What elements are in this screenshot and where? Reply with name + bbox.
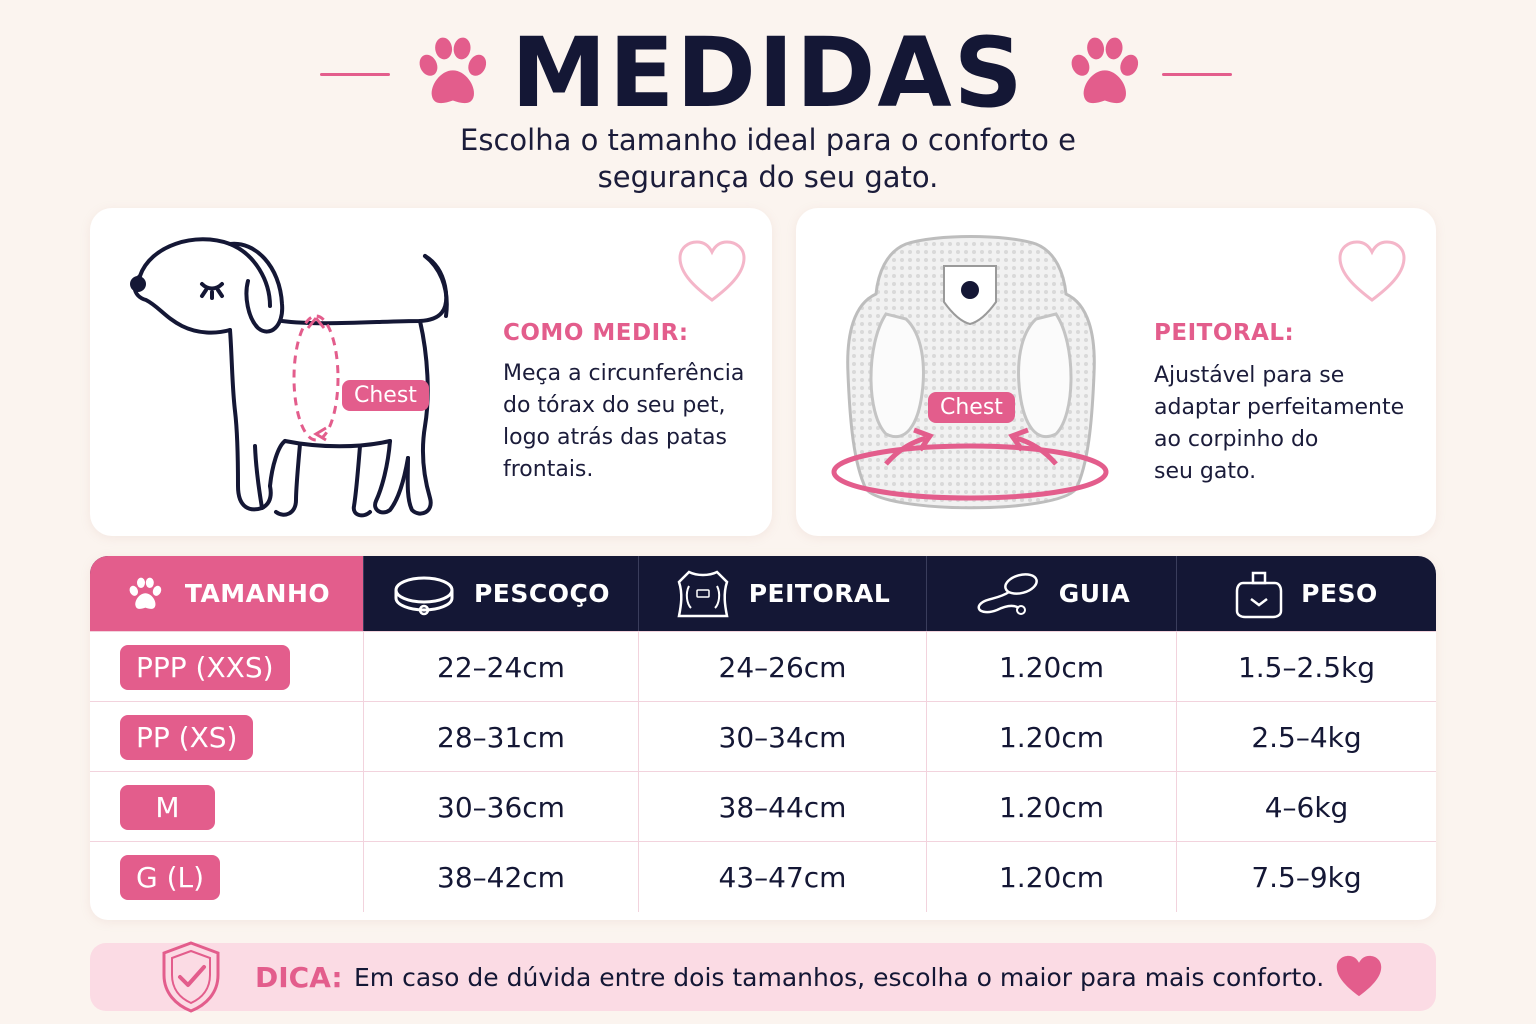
chest-tag: Chest [928, 392, 1015, 423]
harness-illustration [831, 235, 1109, 510]
how-to-measure-card: Chest COMO MEDIR: Meça a circunferência … [90, 208, 772, 536]
table-row: PP (XS) 28–31cm 30–34cm 1.20cm 2.5–4kg [90, 701, 1436, 772]
harness-card: Chest PEITORAL: Ajustável para se adapta… [796, 208, 1436, 536]
column-header-label: PESO [1301, 579, 1378, 608]
how-to-measure-text: Meça a circunferência do tórax do seu pe… [503, 358, 763, 486]
harness-text: Ajustável para se adaptar perfeitamente … [1154, 360, 1424, 488]
paw-icon [1071, 37, 1139, 104]
column-header-leash: GUIA [926, 556, 1176, 631]
harness-icon [677, 569, 729, 617]
text-line: Ajustável para se [1154, 363, 1345, 388]
weight-cell: 1.5–2.5kg [1176, 632, 1436, 702]
header: MEDIDAS Escolha o tamanho ideal para o c… [0, 0, 1536, 200]
dog-illustration [130, 237, 449, 518]
size-cell: G (L) [90, 842, 363, 912]
shield-check-icon [162, 941, 220, 1013]
size-table: TAMANHO PESCOÇO PEITORAL GUIA [90, 556, 1436, 920]
text-line: ao corpinho do [1154, 427, 1319, 452]
collar-icon [394, 576, 454, 615]
heart-icon [1336, 955, 1382, 997]
table-row: PPP (XXS) 22–24cm 24–26cm 1.20cm 1.5–2.5… [90, 631, 1436, 702]
weight-cell: 7.5–9kg [1176, 842, 1436, 912]
tip-label: DICA: [255, 961, 343, 994]
column-header-label: GUIA [1058, 579, 1131, 608]
column-header-label: PESCOÇO [473, 579, 611, 608]
weight-icon [1235, 571, 1283, 618]
chest-cell: 30–34cm [638, 702, 926, 772]
leash-cell: 1.20cm [926, 772, 1176, 842]
leash-cell: 1.20cm [926, 842, 1176, 912]
weight-cell: 2.5–4kg [1176, 702, 1436, 772]
column-header-weight: PESO [1176, 556, 1436, 631]
tip-text: Em caso de dúvida entre dois tamanhos, e… [354, 963, 1325, 992]
table-row: G (L) 38–42cm 43–47cm 1.20cm 7.5–9kg [90, 841, 1436, 912]
size-cell: PP (XS) [90, 702, 363, 772]
column-header-chest: PEITORAL [638, 556, 926, 631]
size-badge: M [120, 784, 215, 830]
column-header-label: TAMANHO [184, 579, 331, 608]
size-cell: M [90, 772, 363, 842]
text-line: logo atrás das patas [503, 425, 727, 450]
text-line: seu gato. [1154, 459, 1257, 484]
harness-heading: PEITORAL: [1154, 320, 1295, 346]
text-line: Meça a circunferência [503, 361, 745, 386]
size-badge: PPP (XXS) [120, 644, 290, 690]
weight-cell: 4–6kg [1176, 772, 1436, 842]
leash-cell: 1.20cm [926, 702, 1176, 772]
paw-icon [129, 577, 162, 609]
text-line: frontais. [503, 457, 594, 482]
column-header-neck: PESCOÇO [363, 556, 638, 631]
paw-icon [419, 37, 487, 104]
size-badge: PP (XS) [120, 714, 254, 760]
column-header-label: PEITORAL [748, 579, 891, 608]
table-row: M 30–36cm 38–44cm 1.20cm 4–6kg [90, 771, 1436, 842]
size-cell: PPP (XXS) [90, 632, 363, 702]
leash-cell: 1.20cm [926, 632, 1176, 702]
how-to-measure-heading: COMO MEDIR: [503, 320, 689, 346]
text-line: do tórax do seu pet, [503, 393, 726, 418]
neck-cell: 38–42cm [363, 842, 638, 912]
page-title: MEDIDAS [511, 17, 1025, 129]
neck-cell: 22–24cm [363, 632, 638, 702]
chest-cell: 24–26cm [638, 632, 926, 702]
neck-cell: 30–36cm [363, 772, 638, 842]
neck-cell: 28–31cm [363, 702, 638, 772]
title-divider-right [1162, 73, 1232, 76]
table-header: TAMANHO PESCOÇO PEITORAL GUIA [90, 556, 1436, 631]
heart-icon [678, 240, 746, 302]
subtitle: Escolha o tamanho ideal para o conforto … [0, 122, 1536, 196]
chest-tag: Chest [342, 380, 429, 411]
column-header-size: TAMANHO [90, 556, 363, 631]
text-line: adaptar perfeitamente [1154, 395, 1405, 420]
chest-cell: 43–47cm [638, 842, 926, 912]
leash-icon [977, 572, 1038, 615]
subtitle-line: Escolha o tamanho ideal para o conforto … [460, 123, 1076, 157]
size-badge: G (L) [120, 854, 221, 900]
heart-icon [1338, 240, 1406, 302]
chest-cell: 38–44cm [638, 772, 926, 842]
title-divider-left [320, 73, 390, 76]
tip-banner: DICA: Em caso de dúvida entre dois taman… [90, 941, 1436, 1013]
subtitle-line: segurança do seu gato. [597, 160, 939, 194]
